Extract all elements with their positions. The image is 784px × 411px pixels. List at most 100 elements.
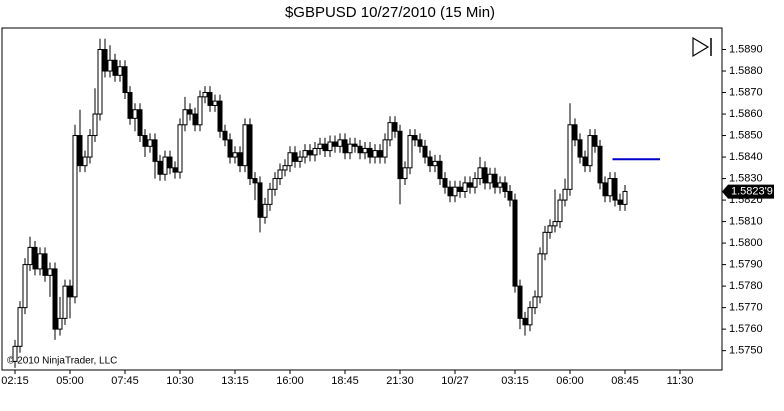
candle-body (332, 141, 338, 147)
x-tick-label: 21:30 (386, 375, 414, 387)
candle-body (202, 92, 208, 98)
candle-body (142, 135, 148, 147)
candle-body (157, 160, 163, 175)
candle-body (312, 147, 318, 156)
candle-body (92, 113, 98, 137)
candle-body (112, 59, 118, 76)
candle-body (162, 156, 168, 175)
candle-body (152, 139, 158, 162)
candle-body (132, 109, 138, 119)
candle-body (97, 49, 103, 115)
candle-body (607, 178, 613, 197)
candle-body (392, 122, 398, 132)
candle-body (172, 167, 178, 173)
candle-body (577, 139, 583, 158)
y-tick-label: 1.5760 (729, 323, 763, 335)
candle-body (47, 268, 53, 276)
x-tick-label: 02:15 (1, 375, 29, 387)
candle-body (122, 66, 128, 94)
candle-body (217, 100, 223, 132)
x-tick-label: 13:15 (221, 375, 249, 387)
candle-body (242, 124, 248, 167)
candle-body (267, 188, 273, 205)
candle-body (377, 150, 383, 158)
chart-title: $GBPUSD 10/27/2010 (15 Min) (285, 4, 495, 21)
y-tick-label: 1.5850 (729, 129, 763, 141)
candle-body (382, 139, 388, 158)
y-tick-label: 1.5780 (729, 280, 763, 292)
candle-body (507, 190, 513, 201)
candle-body (297, 156, 303, 162)
candle-body (327, 141, 333, 152)
candle-body (307, 150, 313, 156)
candle-body (487, 173, 493, 184)
candle-body (147, 139, 153, 147)
candle-body (287, 152, 293, 167)
candle-body (472, 178, 478, 188)
last-price-label: 1.5823'9 (731, 186, 773, 198)
candle-body (102, 49, 108, 72)
candle-body (532, 296, 538, 309)
candle-body (612, 178, 618, 201)
candle-body (62, 285, 68, 319)
candle-body (432, 160, 438, 167)
y-tick-label: 1.5800 (729, 237, 763, 249)
candle-body (32, 246, 38, 270)
candle-body (582, 156, 588, 167)
candle-body (207, 92, 213, 106)
candle-body (347, 143, 353, 154)
candle-body (192, 113, 198, 126)
candle-body (562, 188, 568, 201)
y-tick-label: 1.5840 (729, 151, 763, 163)
candle-body (302, 150, 308, 158)
candle-body (82, 156, 88, 167)
candle-body (197, 96, 203, 126)
candle-body (227, 139, 233, 158)
y-tick-label: 1.5880 (729, 65, 763, 77)
candle-body (342, 139, 348, 154)
candle-body (452, 186, 458, 197)
play-icon[interactable] (692, 36, 712, 58)
y-tick-label: 1.5770 (729, 302, 763, 314)
candle-body (52, 268, 58, 330)
copyright: © 2010 NinjaTrader, LLC (7, 356, 117, 367)
candle-body (282, 165, 288, 171)
candle-body (597, 145, 603, 184)
candle-body (502, 182, 508, 192)
candle-body (292, 152, 298, 162)
candle-body (412, 135, 418, 141)
candle-body (247, 124, 253, 180)
x-tick-label: 03:15 (501, 375, 529, 387)
candle-body (567, 124, 573, 190)
candle-body (407, 135, 413, 169)
y-tick-label: 1.5810 (729, 215, 763, 227)
candle-body (482, 167, 488, 184)
y-tick-label: 1.5860 (729, 108, 763, 120)
candle-body (167, 156, 173, 169)
candle-body (182, 109, 188, 126)
candle-body (177, 124, 183, 173)
candle-body (387, 122, 393, 141)
candle-body (372, 150, 378, 158)
candle-body (67, 285, 73, 298)
candle-body (477, 167, 483, 180)
candle-body (357, 145, 363, 154)
x-tick-label: 07:45 (111, 375, 139, 387)
play-triangle[interactable] (692, 36, 710, 58)
candle-body (362, 147, 368, 154)
candle-body (442, 178, 448, 188)
y-tick-label: 1.5790 (729, 259, 763, 271)
candle-body (517, 285, 523, 319)
candle-body (587, 135, 593, 167)
candle-body (537, 253, 543, 298)
candle-body (57, 317, 63, 330)
candle-body (22, 264, 28, 309)
candle-body (457, 186, 463, 192)
candle-body (417, 139, 423, 147)
x-tick-label: 11:30 (667, 375, 694, 387)
x-tick-label: 05:00 (56, 375, 84, 387)
candle-body (492, 173, 498, 188)
y-tick-label: 1.5870 (729, 86, 763, 98)
